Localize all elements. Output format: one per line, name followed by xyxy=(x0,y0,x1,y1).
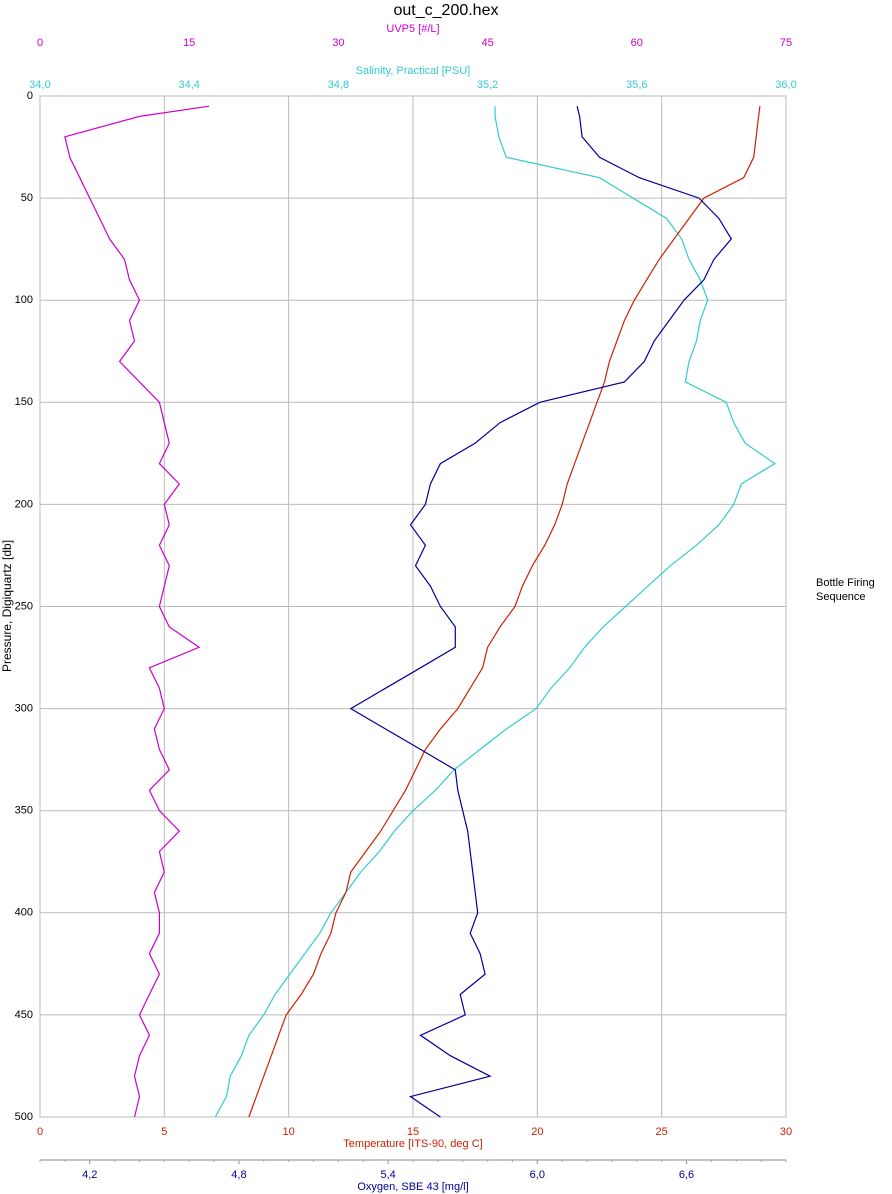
y-tick-label: 500 xyxy=(15,1111,33,1123)
x-tick-label: 4,8 xyxy=(231,1169,246,1181)
x-tick-label: 6,6 xyxy=(679,1169,694,1181)
legend-title: Bottle Firing Sequence xyxy=(816,577,875,603)
x-tick-label: 75 xyxy=(780,37,792,49)
x-tick-label: 10 xyxy=(283,1126,295,1138)
x-axis-label: Salinity, Practical [PSU] xyxy=(356,65,471,77)
x-tick-label: 60 xyxy=(631,37,643,49)
x-tick-label: 35,6 xyxy=(626,79,647,91)
x-axis-label: UVP5 [#/L] xyxy=(386,23,439,35)
profile-line xyxy=(214,106,776,1118)
x-tick-label: 0 xyxy=(37,37,43,49)
x-axis-label: Oxygen, SBE 43 [mg/l] xyxy=(357,1181,468,1193)
y-tick-label: 250 xyxy=(15,600,33,612)
y-tick-label: 100 xyxy=(15,294,33,306)
chart-title: out_c_200.hex xyxy=(394,2,499,19)
y-tick-label: 0 xyxy=(27,90,33,102)
x-tick-label: 34,0 xyxy=(29,79,50,91)
y-tick-label: 300 xyxy=(15,703,33,715)
y-tick-label: 400 xyxy=(15,907,33,919)
x-tick-label: 25 xyxy=(656,1126,668,1138)
y-axis-label: Pressure, Digiquartz [db] xyxy=(0,540,14,672)
x-axis-label: Temperature [ITS-90, deg C] xyxy=(343,1138,482,1150)
x-tick-label: 4,2 xyxy=(82,1169,97,1181)
x-tick-label: 15 xyxy=(407,1126,419,1138)
profile-line xyxy=(349,106,733,1118)
y-tick-label: 50 xyxy=(21,192,33,204)
x-tick-label: 15 xyxy=(183,37,195,49)
x-tick-label: 30 xyxy=(780,1126,792,1138)
x-tick-label: 6,0 xyxy=(530,1169,545,1181)
y-tick-label: 350 xyxy=(15,805,33,817)
x-tick-label: 5,4 xyxy=(380,1169,395,1181)
profile-line xyxy=(64,105,210,1118)
x-tick-label: 0 xyxy=(37,1126,43,1138)
y-tick-label: 200 xyxy=(15,498,33,510)
x-tick-label: 30 xyxy=(332,37,344,49)
x-tick-label: 34,8 xyxy=(328,79,349,91)
x-tick-label: 34,4 xyxy=(178,79,199,91)
x-tick-label: 35,2 xyxy=(477,79,498,91)
x-tick-label: 20 xyxy=(531,1126,543,1138)
x-tick-label: 45 xyxy=(481,37,493,49)
y-tick-label: 450 xyxy=(15,1009,33,1021)
x-tick-label: 5 xyxy=(161,1126,167,1138)
y-tick-label: 150 xyxy=(15,396,33,408)
profile-line xyxy=(248,106,761,1118)
x-tick-label: 36,0 xyxy=(775,79,796,91)
